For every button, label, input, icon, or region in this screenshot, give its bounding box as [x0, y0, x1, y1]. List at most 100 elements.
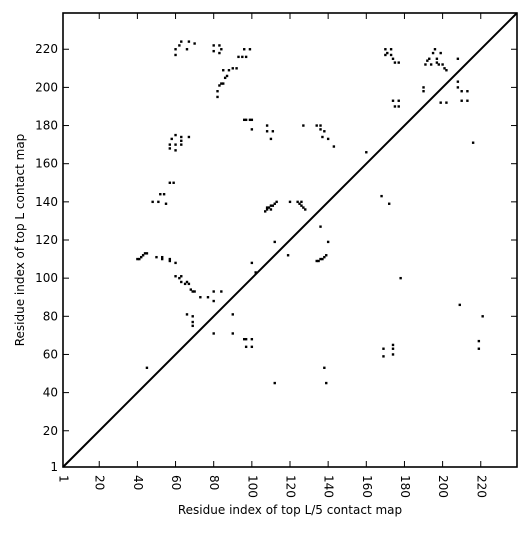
- contact-point: [250, 128, 254, 131]
- contact-point: [168, 143, 172, 146]
- marks-layer: [136, 40, 484, 385]
- contact-point: [391, 353, 395, 356]
- contact-point: [389, 48, 393, 51]
- contact-point: [183, 282, 187, 286]
- contact-point: [300, 204, 303, 207]
- contact-point: [222, 69, 225, 72]
- contact-point: [191, 320, 194, 324]
- contact-point: [225, 74, 229, 78]
- contact-point: [397, 105, 400, 108]
- contact-point: [160, 257, 164, 261]
- contact-point: [429, 63, 433, 66]
- contact-point: [387, 202, 391, 205]
- contact-point: [471, 141, 475, 144]
- contact-point: [397, 61, 400, 64]
- contact-point: [164, 202, 168, 205]
- contact-point: [185, 48, 189, 51]
- contact-point: [145, 366, 149, 370]
- contact-point: [445, 69, 448, 72]
- contact-point: [168, 257, 172, 261]
- y-tick-label: 80: [43, 309, 58, 323]
- contact-point: [325, 254, 328, 257]
- contact-point: [145, 252, 149, 255]
- contact-point: [382, 355, 385, 358]
- contact-point: [315, 124, 318, 127]
- contact-point: [382, 347, 385, 350]
- contact-point: [237, 55, 240, 59]
- contact-point: [271, 130, 275, 133]
- contact-point: [212, 49, 215, 53]
- contact-point: [399, 276, 402, 280]
- y-axis-label: Residue index of top L contact map: [13, 134, 27, 347]
- x-tick-label: 200: [436, 475, 450, 498]
- y-tick-label: 40: [43, 386, 58, 400]
- contact-point: [218, 84, 221, 87]
- contact-point: [428, 57, 431, 60]
- contact-point: [254, 271, 257, 274]
- contact-point: [424, 63, 427, 66]
- contact-point: [231, 313, 234, 316]
- contact-point: [273, 202, 276, 205]
- contact-point: [218, 44, 221, 47]
- contact-point: [433, 48, 437, 51]
- contact-point: [477, 339, 481, 343]
- contact-point: [298, 202, 301, 205]
- x-tick-label: 160: [360, 475, 374, 498]
- contact-point: [319, 124, 322, 127]
- contact-point: [326, 240, 330, 244]
- contact-point: [138, 257, 141, 261]
- contact-point: [265, 206, 269, 209]
- contact-point: [319, 257, 322, 261]
- y-tick-label: 1: [50, 460, 58, 474]
- y-tick-label: 120: [35, 233, 58, 247]
- contact-point: [300, 200, 303, 204]
- x-tick-label: 1: [57, 475, 71, 483]
- contact-point: [326, 137, 330, 141]
- contact-point: [180, 135, 183, 139]
- y-tick-label: 180: [35, 119, 58, 133]
- x-tick-label: 100: [245, 475, 259, 498]
- x-tick-label: 40: [131, 475, 145, 490]
- contact-point: [243, 118, 246, 122]
- contact-point: [265, 208, 269, 211]
- contact-point: [321, 257, 324, 261]
- contact-point: [275, 200, 278, 204]
- contact-point: [244, 337, 248, 341]
- contact-point: [160, 255, 164, 259]
- x-tick-label: 20: [93, 475, 107, 490]
- contact-point: [393, 61, 397, 64]
- contact-point: [231, 332, 234, 335]
- contact-point: [264, 210, 267, 213]
- contact-point: [391, 57, 395, 60]
- contact-point: [391, 347, 395, 350]
- contact-point: [323, 130, 326, 133]
- contact-point: [443, 67, 446, 70]
- x-tick-label: 60: [169, 475, 183, 490]
- contact-point: [151, 200, 154, 204]
- x-tick-label: 140: [322, 475, 336, 498]
- contact-point: [174, 149, 177, 152]
- y-tick-label: 140: [35, 195, 58, 209]
- y-tick-label: 220: [35, 42, 58, 56]
- contact-point: [189, 288, 193, 291]
- contact-point: [250, 261, 254, 265]
- contact-point: [143, 252, 147, 255]
- contact-point: [269, 204, 273, 207]
- contact-point: [248, 118, 252, 122]
- y-tick-label: 20: [43, 424, 58, 438]
- contact-point: [191, 315, 194, 318]
- contact-point: [365, 151, 368, 154]
- contact-point: [460, 90, 463, 93]
- contact-point: [159, 193, 162, 196]
- contact-point: [466, 99, 469, 102]
- x-tick-label: 180: [398, 475, 412, 498]
- contact-point: [323, 366, 326, 370]
- contact-point: [393, 105, 397, 108]
- contact-point: [389, 53, 393, 57]
- contact-point: [319, 128, 322, 131]
- contact-point: [384, 48, 387, 51]
- y-tick-label: 200: [35, 80, 58, 94]
- contact-point: [170, 137, 173, 141]
